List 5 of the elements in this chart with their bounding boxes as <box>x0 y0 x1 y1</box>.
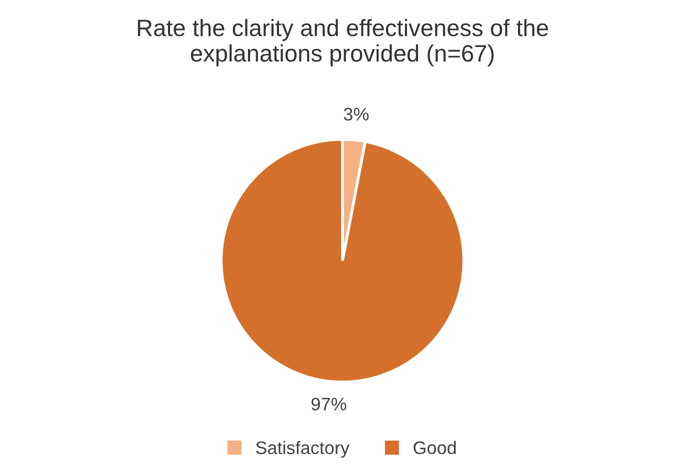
chart-title: Rate the clarity and effectiveness of the explanations provided (n=67) <box>138 18 548 66</box>
data-label: 97% <box>312 398 346 411</box>
legend-label: Satisfactory <box>256 440 350 458</box>
legend-label: Good <box>414 440 456 454</box>
data-label: 3% <box>344 108 369 121</box>
